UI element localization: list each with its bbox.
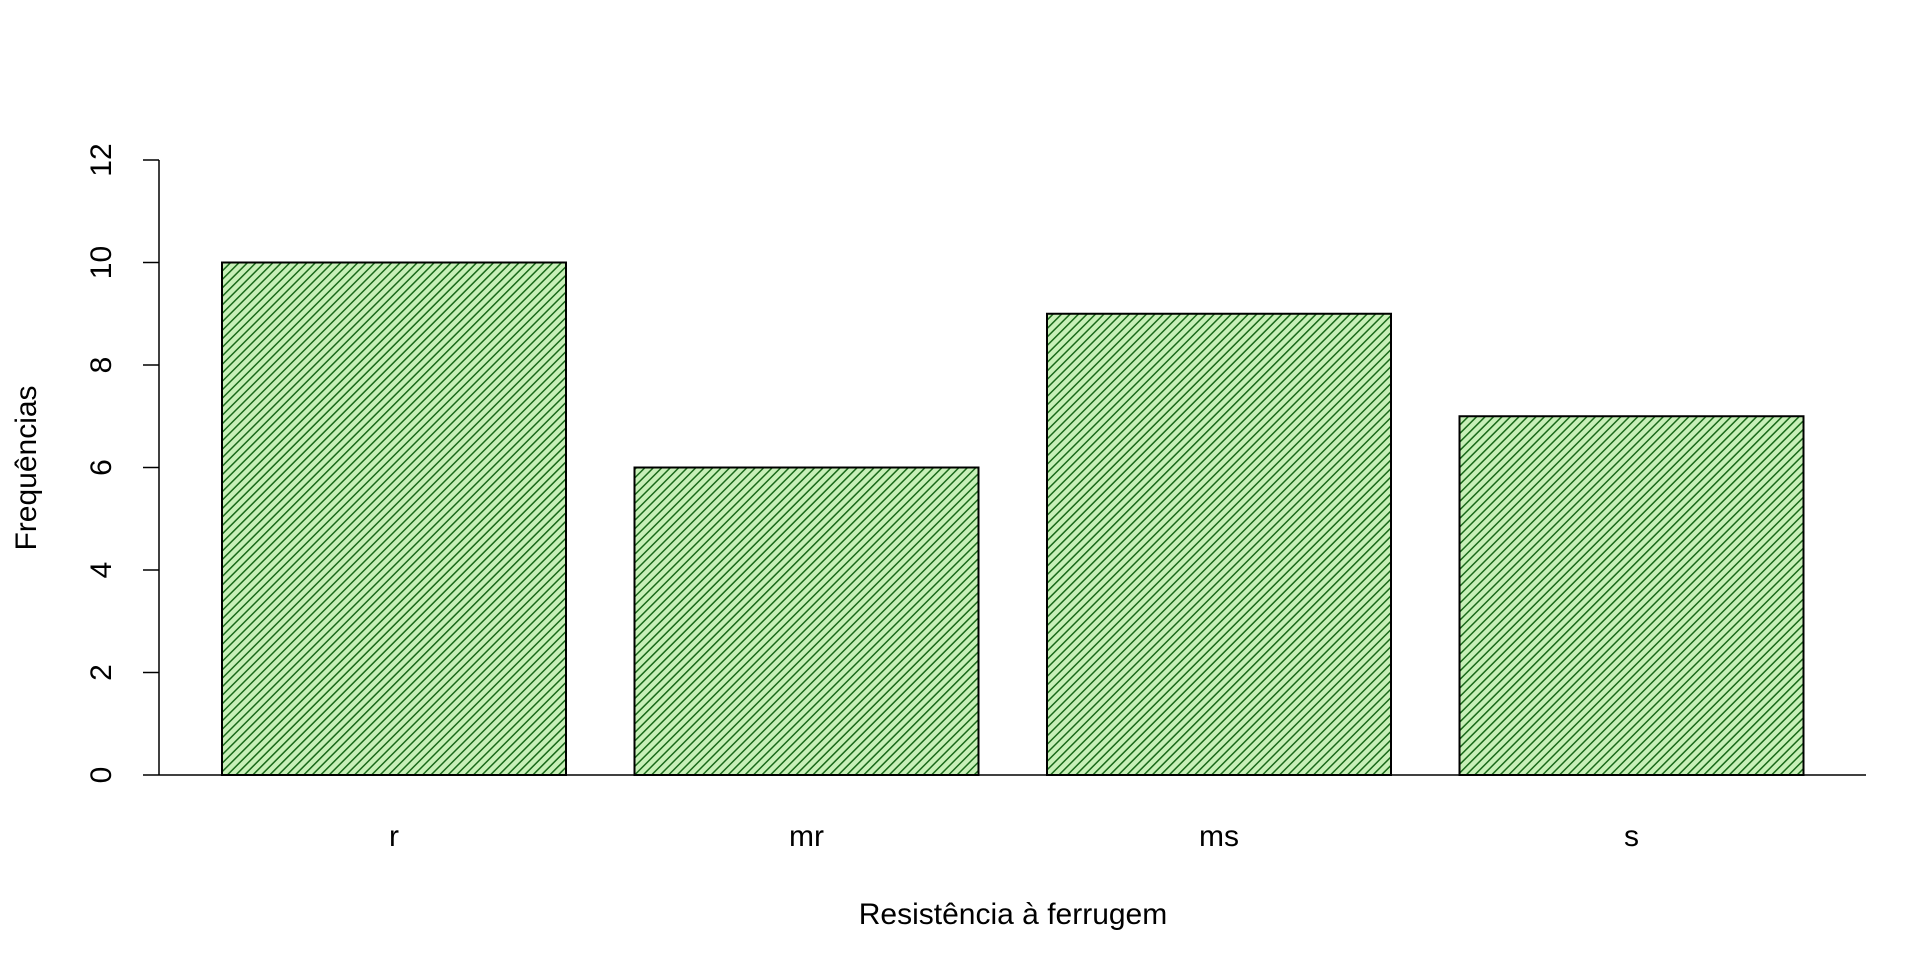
x-tick-label-mr: mr — [789, 820, 824, 853]
y-axis: 0 2 4 6 8 10 12 — [85, 143, 160, 784]
y-tick-label-2: 2 — [85, 664, 118, 681]
y-tick-label-0: 0 — [85, 767, 118, 784]
y-tick-label-10: 10 — [85, 246, 118, 279]
y-axis-label: Frequências — [10, 385, 43, 550]
y-tick-label-8: 8 — [85, 357, 118, 374]
x-tick-label-r: r — [389, 820, 399, 853]
bar-ms — [1046, 312, 1392, 776]
bar-mr — [633, 466, 980, 776]
bar-r — [221, 261, 567, 776]
x-axis: r mr ms s — [159, 774, 1866, 853]
bars-group — [221, 261, 1805, 776]
x-axis-label: Resistência à ferrugem — [859, 898, 1167, 931]
bar-s — [1458, 415, 1805, 776]
x-tick-label-ms: ms — [1199, 820, 1239, 853]
y-tick-label-4: 4 — [85, 562, 118, 579]
x-tick-label-s: s — [1624, 820, 1639, 853]
y-tick-label-12: 12 — [85, 143, 118, 176]
y-tick-label-6: 6 — [85, 459, 118, 476]
